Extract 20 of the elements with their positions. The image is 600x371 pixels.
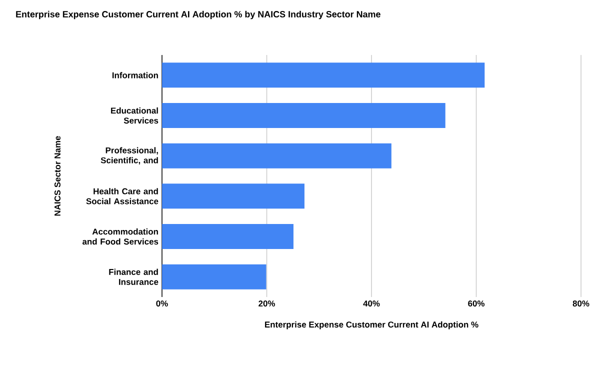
y-tick-label: Professional, Scientific, and (100, 147, 158, 165)
y-tick-label: Accommodation and Food Services (82, 228, 158, 245)
bar (162, 224, 294, 250)
bar (162, 264, 266, 290)
y-tick-label: Educational Services (111, 107, 158, 124)
y-tick-label: Finance and Insurance (109, 268, 158, 285)
x-tick-label: 80% (572, 300, 590, 307)
y-tick-label: Health Care and Social Assistance (86, 188, 158, 204)
bar (162, 62, 485, 88)
x-tick-label: 0% (156, 300, 168, 307)
bar (162, 184, 304, 209)
bar (162, 103, 446, 128)
y-tick-label: Information (112, 72, 158, 78)
x-tick-label: 40% (363, 300, 380, 307)
x-axis-title: Enterprise Expense Customer Current AI Adoption % (265, 321, 478, 330)
x-tick-label: 60% (468, 300, 485, 307)
bar (162, 143, 392, 168)
chart-title: Enterprise Expense Customer Current AI Adoption % by NAICS Industry Sector Name (16, 10, 380, 20)
y-axis-title: NAICS Sector Name (54, 136, 60, 216)
x-tick-label: 20% (258, 300, 276, 307)
